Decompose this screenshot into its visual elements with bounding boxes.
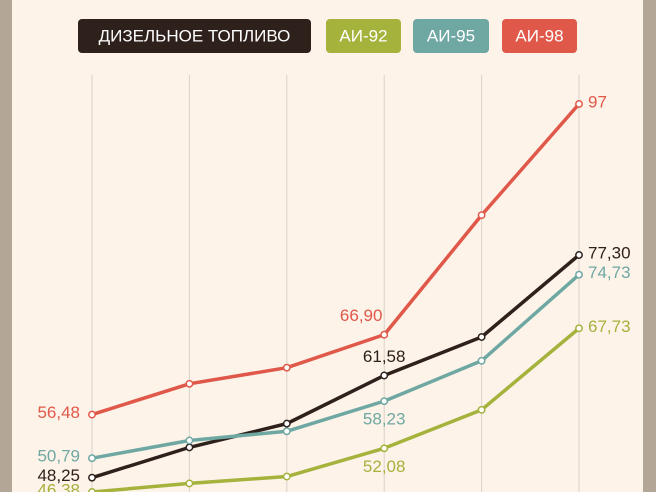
legend-label: АИ-95 [427,26,475,45]
data-point [185,436,194,445]
data-point [477,333,486,341]
data-point [185,443,194,452]
legend-label: АИ-98 [515,26,563,45]
value-label: 74,73 [588,263,631,282]
data-point [185,479,194,488]
legend-swatch [78,19,311,53]
value-label: 50,79 [37,447,80,466]
value-label: 58,23 [363,410,406,429]
data-point [88,454,96,463]
data-point [575,100,583,108]
data-point [575,270,583,279]
value-label: 97 [588,92,607,111]
series-line [91,273,581,460]
legend-item[interactable]: АИ-95 [413,19,489,53]
value-label: 66,90 [340,306,383,325]
plot-background [12,0,643,492]
data-point [380,371,389,380]
data-point [185,379,194,388]
value-label: 46,38 [37,480,80,492]
legend-swatch [502,19,577,53]
data-point [380,444,389,453]
value-label: 77,30 [588,243,631,262]
value-label: 48,25 [37,466,80,485]
data-point [477,211,486,220]
value-label: 67,73 [588,317,631,336]
legend-swatch [326,19,401,53]
data-point [282,419,291,428]
data-point [380,397,389,406]
data-point [282,472,291,481]
value-label: 52,08 [363,457,406,476]
series-line [91,253,581,480]
legend-swatch [413,19,489,53]
series-line [91,102,581,417]
data-point [88,473,96,482]
legend-item[interactable]: АИ-98 [502,19,577,53]
legend-item[interactable]: АИ-92 [326,19,401,53]
legend-label: АИ-92 [339,26,387,45]
data-point [477,405,486,414]
data-point [380,330,389,339]
data-point [575,251,583,259]
legend-item[interactable]: ДИЗЕЛЬНОЕ ТОПЛИВО [78,19,311,53]
value-label: 61,58 [363,347,406,366]
data-point [282,363,291,372]
series-line [91,327,581,492]
data-point [575,324,583,333]
data-point [282,427,291,436]
value-label: 56,48 [37,403,80,422]
legend-label: ДИЗЕЛЬНОЕ ТОПЛИВО [99,26,291,45]
data-point [477,356,486,365]
data-point [88,410,96,419]
